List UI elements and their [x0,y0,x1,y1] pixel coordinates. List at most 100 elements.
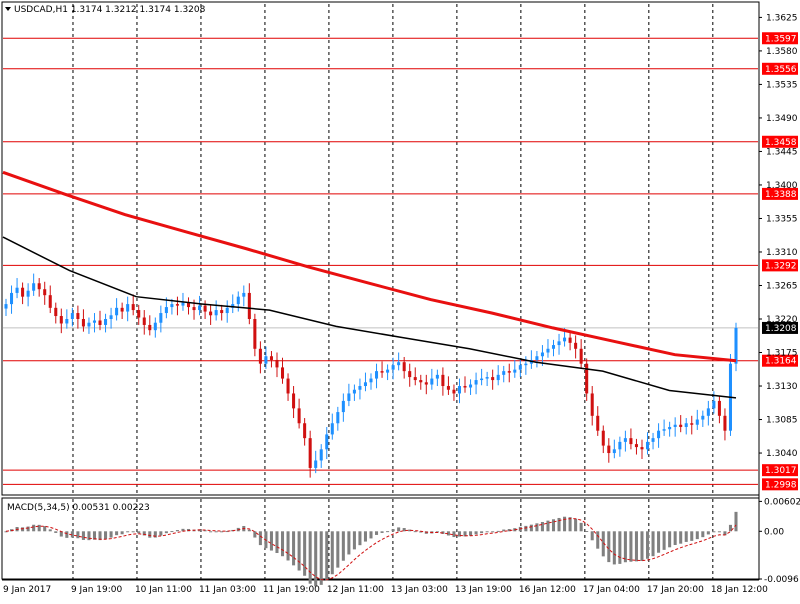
macd-histogram-bar [618,531,622,564]
level-tag-bg [762,32,798,45]
candle-body [717,400,721,416]
candle-body [590,393,594,416]
candle-body [258,348,262,364]
macd-histogram-bar [159,531,163,536]
candle-body [695,419,699,425]
macd-histogram-bar [657,531,661,553]
macd-histogram-bar [286,531,290,561]
candle-body [540,352,544,357]
candle-body [120,307,124,312]
macd-histogram-bar [402,528,406,532]
price-tick-label: 1.3355 [766,214,798,224]
macd-histogram-bar [308,531,312,584]
candle-body [402,362,406,372]
price-tick-label: 1.3535 [766,80,798,90]
macd-histogram-bar [65,531,69,538]
macd-histogram-bar [596,531,600,549]
candle-body [557,341,561,346]
macd-histogram-bar [734,511,738,532]
macd-indicator [4,511,738,587]
candle-body [220,310,224,314]
macd-histogram-bar [275,531,279,554]
macd-histogram-bar [203,530,207,532]
macd-histogram-bar [640,531,644,561]
time-label: 13 Jan 03:00 [391,585,448,595]
candle-body [424,382,428,385]
time-label: 13 Jan 19:00 [455,585,512,595]
macd-histogram-bar [175,530,179,532]
candle-body [308,438,312,468]
candle-body [634,444,638,448]
candle-body [159,313,163,323]
candle-body [668,426,672,430]
macd-histogram-bar [535,523,539,532]
macd-histogram-bar [209,531,213,533]
candle-body [292,393,296,409]
candle-body [186,302,191,308]
macd-histogram-bar [137,531,141,534]
candle-body [734,327,738,364]
time-label: 11 Jan 03:00 [199,585,256,595]
macd-histogram-bar [574,518,578,532]
moving-averages [2,170,737,399]
level-tag-label: 1.3556 [765,65,797,75]
candle-body [419,380,423,383]
candle-body [148,324,152,331]
macd-histogram-bar [502,529,506,532]
macd-histogram-bar [563,516,567,532]
macd-tick-label: -0.0096 [764,575,799,585]
price-tick-label: 1.3040 [766,449,798,459]
time-label: 17 Jan 20:00 [647,585,704,595]
candle-body [585,363,589,394]
candle-body [701,415,705,420]
symbol-info: USDCAD,H1 1.3174 1.3212 1.3174 1.3208 [14,5,206,15]
candle-body [115,307,119,316]
candle-body [280,367,285,379]
price-tick-label: 1.3490 [766,114,798,124]
macd-histogram-bar [375,531,379,535]
candle-body [397,362,401,366]
triangle-down-icon[interactable] [5,7,11,11]
macd-histogram-bar [419,531,423,533]
candle-body [142,317,146,325]
horizontal-levels: 1.3597 1.3556 1.3458 1.3388 1.3292 1.3164 1.30… [3,32,798,491]
candle-body [336,412,340,424]
macd-signal-line [5,518,737,581]
macd-histogram-bar [557,517,561,532]
candle-body [225,307,229,314]
macd-histogram-bar [529,524,533,532]
level-tag-label: 1.3017 [765,466,797,476]
candle-body [330,423,334,435]
macd-histogram-bar [43,526,47,532]
level-tag-label: 1.3292 [765,261,797,271]
candle-body [712,400,716,409]
time-label: 9 Jan 19:00 [71,585,123,595]
level-tag-label: 1.2998 [765,480,797,490]
candle-body [607,445,611,454]
macd-histogram-bar [26,526,30,532]
candle-body [325,434,329,450]
macd-histogram-bar [728,524,732,532]
price-tick-label: 1.3220 [766,315,798,325]
candle-body [87,322,91,327]
candle-body [98,320,102,325]
candle-body [164,307,168,314]
price-tick-label: 1.3265 [766,281,798,291]
candle-body [391,365,395,370]
candle-body [32,283,36,291]
macd-histogram-bar [109,531,113,538]
candle-body [363,382,367,387]
candle-body [358,386,362,390]
candle-body [104,319,108,325]
macd-histogram-bar [607,531,611,563]
level-tag-bg [762,259,798,272]
level-tag-bg [762,62,798,75]
macd-histogram-bar [142,531,146,536]
candle-body [723,415,727,431]
macd-histogram-bar [684,531,688,542]
candle-body [15,287,19,293]
macd-histogram-bar [629,531,633,562]
macd-histogram-bar [634,531,638,562]
symbol-header: USDCAD,H1 1.3174 1.3212 1.3174 1.3208 [5,5,206,15]
